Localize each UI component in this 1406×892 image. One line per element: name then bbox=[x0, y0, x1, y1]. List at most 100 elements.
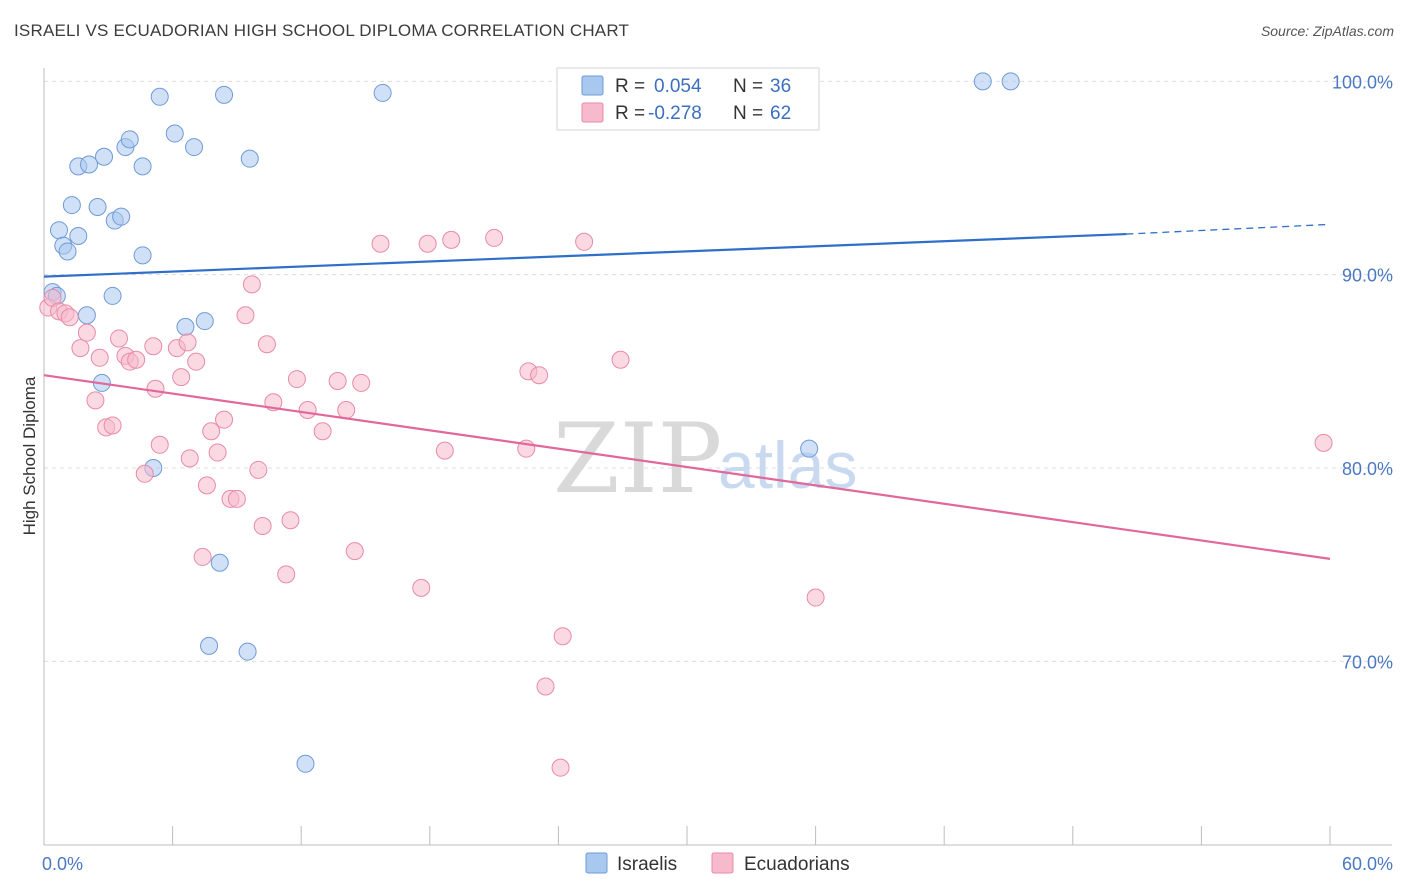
watermark-atlas: atlas bbox=[718, 428, 857, 502]
stats-legend-r-label: R = bbox=[615, 76, 645, 97]
point-ecuadorians bbox=[127, 350, 146, 369]
point-israelis bbox=[176, 317, 195, 336]
point-israelis bbox=[210, 553, 229, 572]
point-israelis bbox=[62, 196, 81, 215]
point-ecuadorians bbox=[536, 677, 555, 696]
point-ecuadorians bbox=[418, 234, 437, 253]
point-ecuadorians bbox=[1314, 433, 1333, 452]
point-israelis bbox=[200, 636, 219, 655]
watermark: ZIP atlas bbox=[553, 403, 857, 515]
point-ecuadorians bbox=[412, 578, 431, 597]
point-ecuadorians bbox=[90, 348, 109, 367]
point-ecuadorians bbox=[253, 517, 272, 535]
point-israelis bbox=[296, 754, 315, 773]
point-ecuadorians bbox=[187, 352, 206, 371]
point-ecuadorians bbox=[352, 373, 371, 392]
point-ecuadorians bbox=[178, 333, 197, 352]
stats-legend-n-label: N = bbox=[733, 103, 763, 124]
point-ecuadorians bbox=[71, 339, 90, 358]
point-israelis bbox=[77, 306, 96, 325]
stats-legend-n-label: N = bbox=[733, 76, 763, 97]
point-ecuadorians bbox=[144, 337, 163, 356]
point-ecuadorians bbox=[328, 372, 347, 390]
source-label: Source: ZipAtlas.com bbox=[1260, 23, 1394, 39]
point-israelis bbox=[50, 221, 69, 240]
point-israelis bbox=[238, 642, 257, 661]
stats-legend-r-value: 0.054 bbox=[654, 76, 702, 97]
point-ecuadorians bbox=[86, 391, 105, 410]
point-ecuadorians bbox=[208, 443, 227, 462]
point-ecuadorians bbox=[150, 435, 169, 454]
point-ecuadorians bbox=[435, 441, 454, 460]
point-ecuadorians bbox=[110, 329, 129, 348]
legend-label-ecuadorians: Ecuadorians bbox=[744, 854, 850, 875]
point-israelis bbox=[112, 207, 131, 226]
stats-legend-n-value: 36 bbox=[770, 76, 791, 97]
tick-labels-layer: 100.0% 90.0% 80.0% 70.0% 0.0% 60.0% bbox=[42, 72, 1393, 874]
grid-layer bbox=[44, 80, 1392, 662]
point-ecuadorians bbox=[249, 460, 268, 479]
point-ecuadorians bbox=[242, 275, 261, 294]
point-israelis bbox=[185, 138, 204, 157]
point-ecuadorians bbox=[77, 323, 96, 342]
point-israelis bbox=[240, 149, 259, 168]
point-ecuadorians bbox=[337, 401, 356, 419]
y-tick-label: 100.0% bbox=[1332, 72, 1393, 92]
point-israelis bbox=[150, 87, 169, 106]
point-ecuadorians bbox=[236, 306, 255, 325]
legend-swatch-ecuadorians bbox=[711, 852, 734, 874]
point-israelis bbox=[80, 155, 99, 174]
point-ecuadorians bbox=[60, 308, 79, 327]
y-tick-label: 80.0% bbox=[1342, 459, 1393, 479]
point-ecuadorians bbox=[180, 449, 199, 468]
point-ecuadorians bbox=[215, 410, 234, 429]
point-israelis bbox=[800, 439, 819, 458]
point-ecuadorians bbox=[277, 565, 296, 584]
point-ecuadorians bbox=[345, 542, 364, 561]
point-ecuadorians bbox=[172, 368, 191, 387]
x-tick-label: 60.0% bbox=[1342, 854, 1393, 874]
stats-legend: R = 0.054 N = 36 R = -0.278 N = 62 bbox=[556, 67, 820, 131]
point-ecuadorians bbox=[146, 379, 165, 398]
point-israelis bbox=[165, 124, 184, 143]
series-legend: Israelis Ecuadorians bbox=[585, 852, 850, 875]
chart-title: ISRAELI VS ECUADORIAN HIGH SCHOOL DIPLOM… bbox=[14, 21, 630, 40]
point-israelis bbox=[373, 83, 392, 102]
trendline-extension-israelis bbox=[1126, 223, 1331, 235]
point-israelis bbox=[973, 72, 992, 91]
point-israelis bbox=[95, 147, 114, 166]
trendline-ecuadorians bbox=[43, 374, 1331, 560]
point-ecuadorians bbox=[287, 370, 306, 389]
point-ecuadorians bbox=[227, 489, 246, 508]
point-ecuadorians bbox=[530, 366, 549, 385]
point-israelis bbox=[58, 242, 77, 261]
point-israelis bbox=[215, 85, 234, 104]
trendline-israelis bbox=[43, 232, 1127, 278]
point-ecuadorians bbox=[281, 511, 300, 530]
point-ecuadorians bbox=[553, 627, 572, 646]
stats-legend-r-value: -0.278 bbox=[648, 103, 702, 124]
x-tick-label: 0.0% bbox=[42, 854, 83, 874]
stats-legend-swatch-ecuadorians bbox=[581, 102, 604, 123]
y-tick-label: 90.0% bbox=[1342, 266, 1393, 286]
legend-swatch-israelis bbox=[585, 852, 608, 874]
point-ecuadorians bbox=[197, 476, 216, 495]
stats-legend-r-label: R = bbox=[615, 103, 645, 124]
stats-legend-swatch-israelis bbox=[581, 75, 604, 96]
point-ecuadorians bbox=[313, 422, 332, 441]
point-israelis bbox=[103, 286, 122, 305]
point-israelis bbox=[1001, 72, 1020, 91]
point-ecuadorians bbox=[485, 228, 504, 247]
point-ecuadorians bbox=[806, 588, 825, 607]
axes-layer bbox=[43, 68, 1392, 846]
point-israelis bbox=[195, 312, 214, 331]
point-ecuadorians bbox=[202, 422, 221, 441]
point-israelis bbox=[133, 246, 152, 265]
point-ecuadorians bbox=[257, 335, 276, 354]
y-tick-label: 70.0% bbox=[1342, 652, 1393, 672]
point-ecuadorians bbox=[103, 416, 122, 435]
point-ecuadorians bbox=[371, 234, 390, 253]
point-israelis bbox=[88, 198, 107, 216]
point-ecuadorians bbox=[442, 230, 461, 249]
